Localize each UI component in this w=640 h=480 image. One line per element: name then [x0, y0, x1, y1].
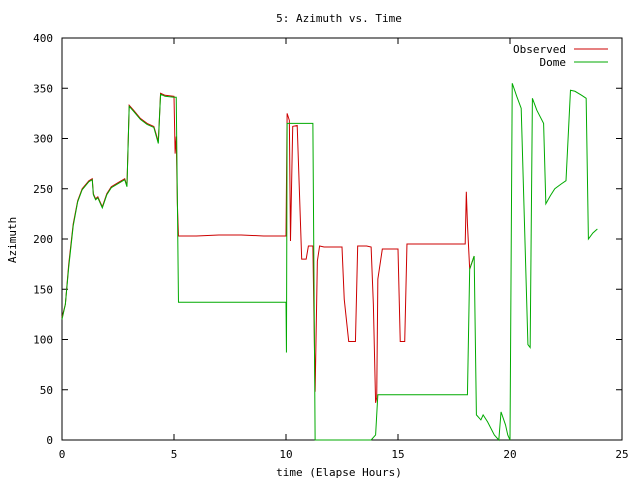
x-axis-label: time (Elapse Hours) [276, 466, 402, 479]
x-tick-label: 15 [391, 448, 404, 461]
x-axis: 0 5 10 15 20 25 [59, 38, 629, 461]
series-line-dome [61, 83, 598, 442]
x-tick-label: 0 [59, 448, 66, 461]
chart-title: 5: Azimuth vs. Time [276, 12, 402, 25]
x-tick-label: 20 [503, 448, 516, 461]
series-line-observed [61, 92, 475, 403]
x-tick-label: 5 [171, 448, 178, 461]
y-axis-label: Azimuth [6, 217, 19, 263]
y-tick-label: 200 [33, 233, 53, 246]
series-layer [61, 83, 598, 442]
y-tick-label: 0 [46, 434, 53, 447]
x-tick-label: 10 [279, 448, 292, 461]
plot-frame [61, 37, 623, 441]
x-tick-label: 25 [615, 448, 628, 461]
legend-label-observed: Observed [513, 43, 566, 56]
y-tick-label: 150 [33, 283, 53, 296]
y-axis: 0 50 100 150 200 250 300 350 400 [33, 32, 622, 447]
y-tick-label: 250 [33, 183, 53, 196]
legend-label-dome: Dome [540, 56, 567, 69]
y-tick-label: 300 [33, 133, 53, 146]
y-tick-label: 350 [33, 82, 53, 95]
y-tick-label: 100 [33, 334, 53, 347]
y-tick-label: 400 [33, 32, 53, 45]
y-tick-label: 50 [40, 384, 53, 397]
